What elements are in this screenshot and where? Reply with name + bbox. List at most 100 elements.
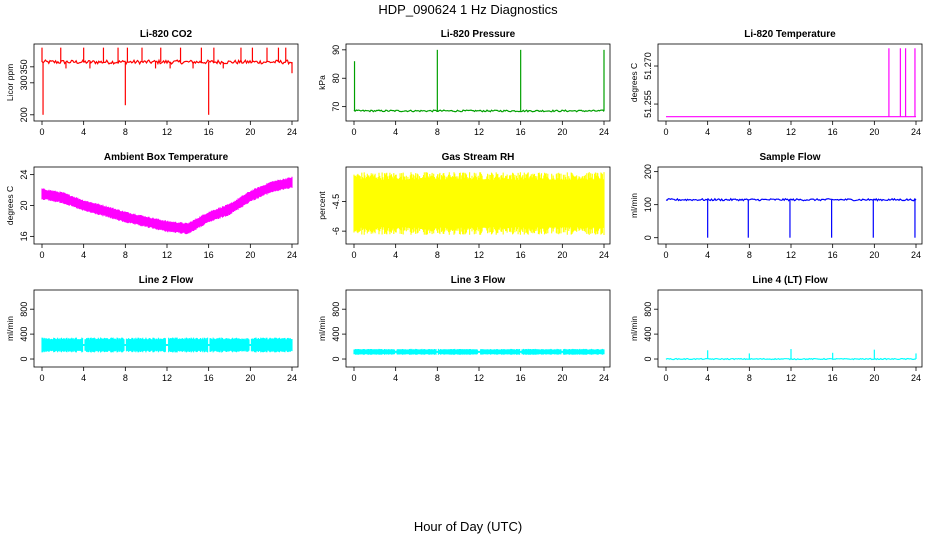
series-trace bbox=[665, 197, 917, 202]
panel-sample-flow: Sample Flow 0 4 8 12 16 20 24 0 100 200 ml/min bbox=[629, 152, 923, 260]
x-tick-label: 0 bbox=[663, 127, 668, 137]
panel-ambient-box-temperature: Ambient Box Temperature 0 4 8 12 16 20 24 16 20 24… bbox=[5, 152, 299, 260]
plot-box bbox=[33, 289, 299, 368]
x-tick-label: 8 bbox=[747, 127, 752, 137]
plot-box bbox=[345, 43, 611, 122]
plot-box bbox=[657, 289, 923, 368]
x-tick-label: 16 bbox=[516, 127, 526, 137]
panel-title: Gas Stream RH bbox=[442, 152, 515, 163]
y-tick-label: 0 bbox=[331, 357, 341, 362]
x-tick-label: 12 bbox=[162, 250, 172, 260]
plot-box bbox=[657, 166, 923, 245]
y-axis-label: Licor ppm bbox=[5, 64, 15, 101]
x-tick-label: 4 bbox=[705, 250, 710, 260]
y-tick-label: 200 bbox=[19, 107, 29, 122]
panel-title: Li-820 Temperature bbox=[744, 29, 836, 40]
figure-title: HDP_090624 1 Hz Diagnostics bbox=[378, 2, 558, 17]
series-group bbox=[353, 49, 605, 113]
x-tick-label: 20 bbox=[869, 127, 879, 137]
x-tick-label: 4 bbox=[705, 373, 710, 383]
panel-title: Li-820 CO2 bbox=[140, 29, 193, 40]
x-tick-label: 16 bbox=[516, 373, 526, 383]
x-tick-label: 20 bbox=[557, 250, 567, 260]
series-group bbox=[41, 47, 293, 115]
series-group bbox=[666, 48, 916, 118]
plot-box bbox=[33, 43, 299, 122]
x-tick-label: 16 bbox=[204, 373, 214, 383]
series-group bbox=[665, 349, 917, 361]
x-tick-label: 4 bbox=[81, 250, 86, 260]
x-tick-label: 0 bbox=[351, 127, 356, 137]
series-group bbox=[41, 176, 293, 235]
x-tick-label: 12 bbox=[786, 373, 796, 383]
x-tick-label: 4 bbox=[393, 373, 398, 383]
x-tick-label: 12 bbox=[474, 250, 484, 260]
x-tick-label: 20 bbox=[869, 373, 879, 383]
y-tick-label: 0 bbox=[19, 357, 29, 362]
x-tick-label: 24 bbox=[599, 127, 609, 137]
y-tick-label: 80 bbox=[331, 73, 341, 83]
y-axis-label: percent bbox=[317, 191, 327, 220]
y-tick-label: 51.255 bbox=[643, 90, 653, 118]
panel-li-820-pressure: Li-820 Pressure 0 4 8 12 16 20 24 70 80 90 kPa bbox=[317, 29, 611, 137]
x-tick-label: 16 bbox=[204, 127, 214, 137]
y-tick-label: 400 bbox=[331, 327, 341, 342]
panel-gas-stream-rh: Gas Stream RH 0 4 8 12 16 20 24 -4.5 -6 percent bbox=[317, 152, 611, 260]
x-tick-label: 24 bbox=[911, 250, 921, 260]
x-tick-label: 20 bbox=[245, 127, 255, 137]
y-tick-label: 70 bbox=[331, 102, 341, 112]
series-trace bbox=[41, 58, 293, 66]
y-tick-label: 16 bbox=[19, 231, 29, 241]
series-group bbox=[41, 337, 293, 353]
panel-title: Line 2 Flow bbox=[139, 275, 194, 286]
x-tick-label: 16 bbox=[828, 127, 838, 137]
x-tick-label: 12 bbox=[786, 127, 796, 137]
y-tick-label: 20 bbox=[19, 200, 29, 210]
series-center bbox=[41, 181, 293, 230]
x-tick-label: 24 bbox=[599, 250, 609, 260]
y-axis-label: kPa bbox=[317, 75, 327, 90]
y-tick-label: 0 bbox=[643, 357, 653, 362]
x-tick-label: 8 bbox=[123, 250, 128, 260]
y-tick-label: 800 bbox=[19, 302, 29, 317]
y-tick-label: 400 bbox=[19, 327, 29, 342]
y-tick-label: 800 bbox=[331, 302, 341, 317]
x-tick-label: 20 bbox=[557, 373, 567, 383]
y-axis-label: ml/min bbox=[317, 316, 327, 341]
series-trace bbox=[353, 109, 605, 113]
y-tick-label: 400 bbox=[643, 327, 653, 342]
x-tick-label: 8 bbox=[123, 373, 128, 383]
panel-line-2-flow: Line 2 Flow 0 4 8 12 16 20 24 0 400 800 ml/min bbox=[5, 275, 299, 383]
x-tick-label: 8 bbox=[435, 127, 440, 137]
series-group bbox=[353, 348, 605, 355]
plot-box bbox=[345, 289, 611, 368]
x-tick-label: 16 bbox=[516, 250, 526, 260]
x-tick-label: 8 bbox=[747, 250, 752, 260]
x-tick-label: 8 bbox=[747, 373, 752, 383]
y-tick-label: 51.270 bbox=[643, 52, 653, 80]
x-tick-label: 24 bbox=[287, 373, 297, 383]
x-axis-title: Hour of Day (UTC) bbox=[414, 519, 522, 534]
panel-title: Ambient Box Temperature bbox=[104, 152, 229, 163]
panel-line-3-flow: Line 3 Flow 0 4 8 12 16 20 24 0 400 800 ml/min bbox=[317, 275, 611, 383]
y-axis-label: ml/min bbox=[5, 316, 15, 341]
x-tick-label: 4 bbox=[81, 373, 86, 383]
x-tick-label: 4 bbox=[81, 127, 86, 137]
x-tick-label: 24 bbox=[911, 373, 921, 383]
y-tick-label: 90 bbox=[331, 45, 341, 55]
y-tick-label: 200 bbox=[643, 164, 653, 179]
x-tick-label: 24 bbox=[911, 127, 921, 137]
panel-line-4-lt-flow: Line 4 (LT) Flow 0 4 8 12 16 20 24 0 400 800 ml/min bbox=[629, 275, 923, 383]
y-tick-label: -6 bbox=[331, 227, 341, 235]
y-axis-label: ml/min bbox=[629, 193, 639, 218]
x-tick-label: 20 bbox=[557, 127, 567, 137]
x-tick-label: 0 bbox=[351, 250, 356, 260]
panel-li-820-temperature: Li-820 Temperature 0 4 8 12 16 20 24 51.255 51.27… bbox=[629, 29, 923, 137]
x-tick-label: 12 bbox=[786, 250, 796, 260]
x-tick-label: 16 bbox=[828, 250, 838, 260]
y-tick-label: 300 bbox=[19, 75, 29, 90]
x-tick-label: 16 bbox=[204, 250, 214, 260]
plot-box bbox=[345, 166, 611, 245]
y-tick-label: 350 bbox=[19, 59, 29, 74]
